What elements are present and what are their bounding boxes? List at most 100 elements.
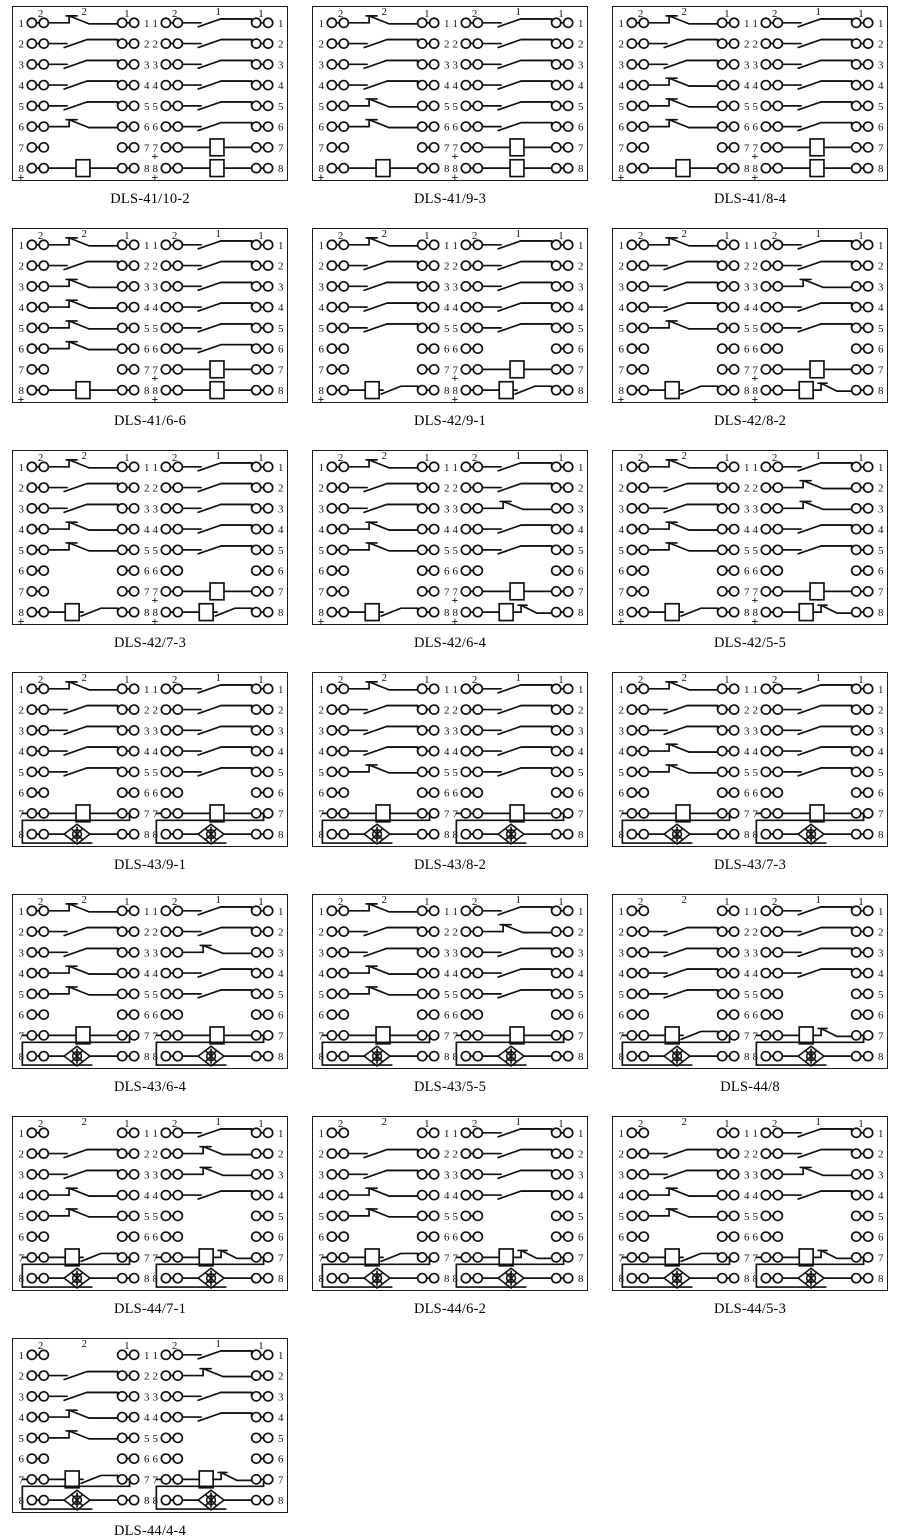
- terminal-circle: [160, 384, 172, 396]
- terminal-circle: [38, 926, 50, 937]
- terminal-circle: [116, 301, 128, 313]
- group-label: 1: [724, 452, 729, 464]
- group-label: 2: [772, 230, 777, 242]
- terminal-circle: [416, 585, 428, 597]
- relay-panel-dls-42-5-5[interactable]: 2 2 1 1 1 2 2 3 3 4 4 5 5 6 6 7 7 8 8 +2 1 1 1 1 2 2 3 3 4 4 5 5 6 6 7 7 +8 8…: [612, 450, 888, 625]
- terminal-circle: [250, 704, 262, 715]
- terminal-circle: [38, 121, 50, 133]
- polarity-plus: +: [752, 392, 759, 402]
- terminal-circle: [550, 1009, 562, 1021]
- row-number-outer: 2: [618, 39, 623, 51]
- relay-panel-dls-41-9-3[interactable]: 2 2 1 1 1 2 2 3 3 4 4 5 5 6 6 7 7 8 8 +2 1 1 1 1 2 2 3 3 4 4 5 5 6 6 7 7 +8 8…: [312, 6, 588, 181]
- wiring-svg: 2 2 11 12 23 34 45 56 67 78 8+2 1 11 12 23 34 45 56 67 7+8 8…: [318, 229, 585, 402]
- contact-break: [181, 1166, 253, 1177]
- row-number-inner: 4: [578, 80, 584, 92]
- terminal-circle: [760, 905, 772, 917]
- relay-panel-dls-42-9-1[interactable]: 2 2 1 1 1 2 2 3 3 4 4 5 5 6 6 7 7 8 8 +2 1 1 1 1 2 2 3 3 4 4 5 5 6 6 7 7 +8 8…: [312, 228, 588, 403]
- relay-panel-dls-41-8-4[interactable]: 2 2 1 1 1 2 2 3 3 4 4 5 5 6 6 7 7 8 8 +2 1 1 1 1 2 2 3 3 4 4 5 5 6 6 7 7 +8 8…: [612, 6, 888, 181]
- terminal-circle: [262, 1189, 274, 1201]
- terminal-circle: [172, 1168, 184, 1180]
- row-number-inner: 3: [444, 1169, 450, 1181]
- terminal-circle: [550, 544, 562, 556]
- row-number-inner: 4: [278, 746, 284, 758]
- contact-normally-open: [181, 684, 253, 694]
- indicator-lamp: [481, 1267, 553, 1290]
- row-number-outer: 5: [752, 323, 758, 335]
- terminal-circle: [250, 141, 262, 153]
- wire-path: [797, 704, 853, 715]
- row-number-inner: 4: [144, 80, 150, 92]
- terminal-circle: [760, 523, 772, 535]
- terminal-circle: [326, 967, 338, 979]
- coil-rectangle: [809, 804, 825, 823]
- row-number-inner: 1: [444, 684, 449, 696]
- contact-break: [647, 237, 719, 247]
- terminal-circle: [326, 828, 338, 840]
- wire-path: [68, 521, 119, 531]
- terminal-circle: [562, 280, 574, 292]
- terminal-circle: [338, 121, 350, 133]
- contact-normally-open: [47, 725, 119, 736]
- terminal-circle: [716, 606, 728, 618]
- terminal-circle: [250, 585, 262, 597]
- relay-panel-dls-41-10-2[interactable]: 2 2 1 1 1 2 2 3 3 4 4 5 5 6 6 7 7 8 8 +2 1 1 1 1 2 2 3 3 4 4 5 5 6 6 7 7 +8 8…: [12, 6, 288, 181]
- wire-path: [680, 385, 719, 395]
- wire-path: [755, 1263, 827, 1288]
- row-number-outer: 2: [452, 39, 457, 51]
- relay-panel-dls-42-6-4[interactable]: 2 2 1 1 1 2 2 3 3 4 4 5 5 6 6 7 7 8 8 +2 1 1 1 1 2 2 3 3 4 4 5 5 6 6 7 7 +8 8…: [312, 450, 588, 625]
- wire-path: [497, 968, 553, 978]
- terminal-circle: [326, 683, 338, 695]
- terminal-circle: [326, 121, 338, 133]
- wire-path: [197, 38, 253, 49]
- coil-rectangle: [209, 138, 225, 157]
- relay-panel-dls-42-8-2[interactable]: 2 2 1 1 1 2 2 3 3 4 4 5 5 6 6 7 7 8 8 +2 1 1 1 1 2 2 3 3 4 4 5 5 6 6 7 7 +8 8…: [612, 228, 888, 403]
- terminal-circle: [716, 724, 728, 736]
- row-number-outer: 6: [752, 788, 758, 800]
- relay-coil: [181, 360, 253, 379]
- relay-panel-dls-41-6-6[interactable]: 2 2 1 1 1 2 2 3 3 4 4 5 5 6 6 7 7 8 8 +2 1 1 1 1 2 2 3 3 4 4 5 5 6 6 7 7 +8 8…: [12, 228, 288, 403]
- terminal-circle: [716, 1272, 728, 1284]
- contact-break: [647, 98, 719, 108]
- terminal-circle: [250, 1009, 262, 1021]
- diagram-caption: DLS-43/6-4: [113, 1079, 187, 1095]
- terminal-circle: [128, 162, 140, 174]
- terminal-circle: [716, 828, 728, 840]
- row-number-outer: 2: [452, 483, 457, 495]
- row-number-outer: 2: [152, 39, 157, 51]
- terminal-circle: [160, 1390, 172, 1402]
- terminal-circle: [550, 260, 562, 271]
- wire-path: [155, 1256, 265, 1266]
- coil-rectangle: [375, 158, 391, 178]
- terminal-circle: [626, 1029, 638, 1041]
- row-number-outer: 3: [318, 59, 324, 71]
- group-label: 1: [558, 8, 563, 20]
- group-label: 2: [638, 230, 643, 242]
- terminal-circle: [116, 766, 128, 778]
- terminal-circle: [862, 38, 874, 49]
- wire-path: [68, 1187, 119, 1197]
- terminal-circle: [772, 544, 784, 556]
- terminal-circle: [26, 79, 38, 91]
- terminal-circle: [716, 807, 728, 819]
- terminal-circle: [772, 1189, 784, 1201]
- row-number-outer: 5: [152, 989, 158, 1001]
- row-number-inner: 2: [578, 39, 583, 51]
- row-number-inner: 1: [144, 240, 149, 252]
- terminal-circle: [128, 967, 140, 979]
- terminal-circle: [326, 926, 338, 937]
- wire-path: [497, 906, 553, 916]
- row-number-outer: 4: [318, 968, 324, 980]
- relay-panel-dls-42-7-3[interactable]: 2 2 1 1 1 2 2 3 3 4 4 5 5 6 6 7 7 8 8 +2 1 1 1 1 2 2 3 3 4 4 5 5 6 6 7 7 +8 8…: [12, 450, 288, 625]
- terminal-circle: [850, 260, 862, 271]
- contact-normally-open: [781, 545, 853, 555]
